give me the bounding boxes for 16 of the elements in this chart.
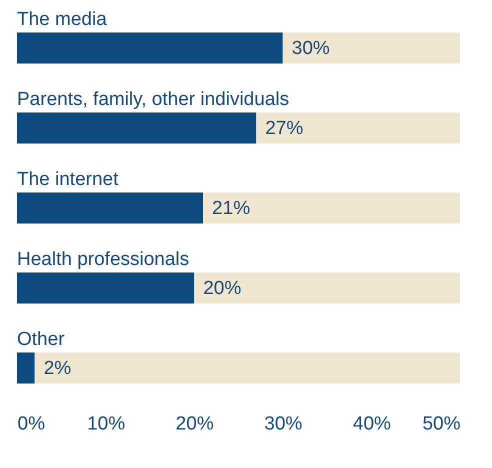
data-label: 20% xyxy=(203,278,242,299)
y-tick-label: Health professionals xyxy=(17,249,190,270)
y-tick-label: Other xyxy=(17,329,66,350)
x-tick-label: 20% xyxy=(176,414,214,434)
data-label: 30% xyxy=(292,38,330,59)
x-tick-label: 40% xyxy=(352,414,392,434)
x-tick-label: 10% xyxy=(87,414,126,434)
y-tick-label: The internet xyxy=(17,169,120,190)
data-label: 21% xyxy=(212,198,250,219)
y-tick-label: The media xyxy=(17,9,108,30)
x-tick-label: 50% xyxy=(422,414,461,434)
x-tick-label: 0% xyxy=(18,414,46,434)
data-label: 2% xyxy=(44,358,72,379)
data-label: 27% xyxy=(265,118,304,139)
y-tick-label: Parents, family, other individuals xyxy=(17,89,290,110)
x-tick-label: 30% xyxy=(264,414,302,434)
